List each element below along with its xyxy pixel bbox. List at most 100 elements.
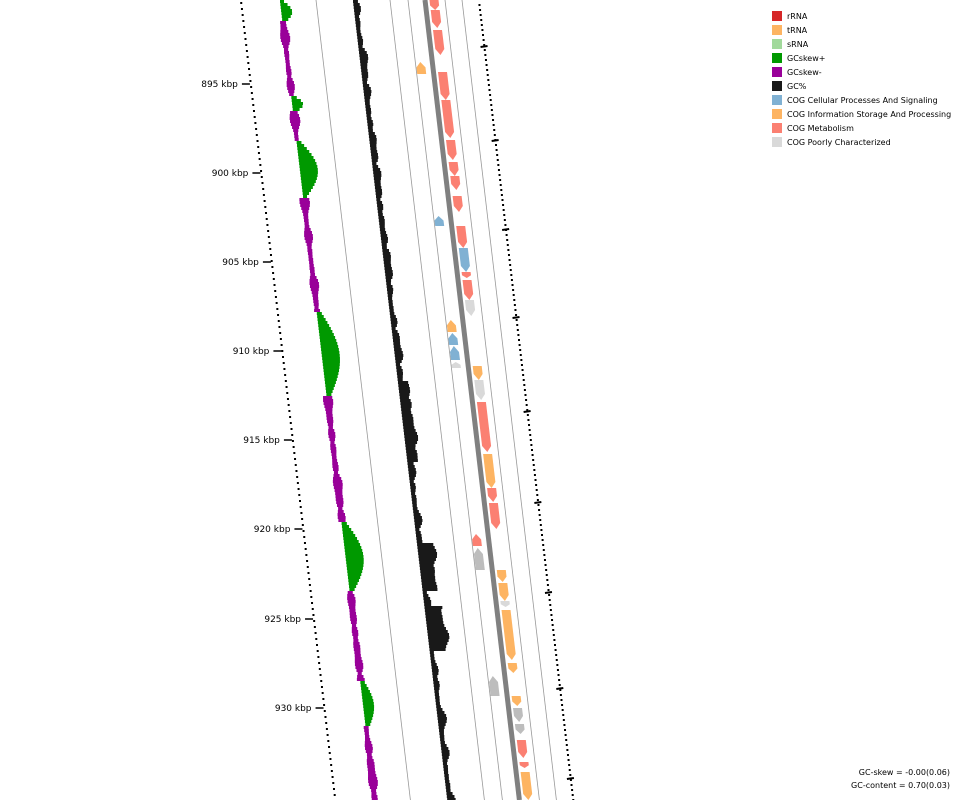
gc-content-bar (376, 201, 383, 204)
gc-skew-positive-bar (346, 561, 364, 564)
outer-tick-dot (515, 314, 518, 316)
outer-tick-dot (493, 134, 496, 136)
gc-skew-negative-bar (349, 609, 356, 612)
gc-content-bar (423, 594, 429, 597)
minor-tick-dot (274, 296, 277, 298)
outer-tick-dot (503, 214, 506, 216)
outer-tick-dot (513, 299, 516, 301)
gc-content-bar (436, 708, 443, 711)
gene-arrow (473, 548, 485, 570)
legend-swatch (772, 39, 782, 49)
minor-tick-dot (281, 350, 284, 352)
gc-content-bar (367, 120, 373, 123)
outer-tick-dot (524, 394, 527, 396)
minor-tick-dot (248, 74, 251, 76)
gene-arrow (446, 320, 457, 332)
minor-tick-dot (290, 428, 293, 430)
gc-skew-negative-bar (329, 438, 336, 441)
gc-content-bar (388, 300, 393, 303)
gc-skew-negative-bar (355, 666, 364, 669)
gc-skew-negative-bar (333, 486, 343, 489)
gene-arrow (462, 280, 474, 300)
minor-tick-dot (279, 338, 282, 340)
gc-content-bar (367, 126, 373, 129)
gc-skew-negative-bar (371, 789, 377, 792)
gc-content-bar (426, 627, 446, 630)
gc-skew-negative-bar (328, 426, 333, 429)
outer-tick-dot (499, 184, 502, 186)
gc-content-bar (445, 786, 451, 789)
gc-content-bar (433, 678, 438, 681)
gc-skew-negative-bar (366, 753, 372, 756)
gc-skew-negative-bar (364, 735, 370, 738)
gc-skew-negative-bar (338, 519, 346, 522)
legend-item: sRNA (772, 37, 951, 51)
tick-label: 905 kbp (222, 258, 259, 268)
outer-tick-dot (553, 639, 556, 641)
outer-tick-dot (486, 74, 489, 76)
gc-skew-negative-bar (368, 777, 378, 780)
gc-skew-negative-bar (280, 33, 290, 36)
gc-skew-positive-bar (344, 546, 362, 549)
outer-tick-dot (537, 504, 540, 506)
gene-arrow (451, 362, 461, 368)
gc-skew-negative-bar (290, 120, 301, 123)
backbone-line (422, 0, 522, 800)
legend-label: tRNA (787, 25, 808, 35)
minor-tick-dot (262, 194, 265, 196)
gc-content-bar (421, 579, 436, 582)
gc-skew-negative-bar (364, 732, 369, 735)
minor-tick-dot (295, 470, 298, 472)
minor-tick-dot (292, 446, 295, 448)
gc-content-bar (417, 543, 434, 546)
minor-tick-dot (240, 8, 243, 10)
gc-content-bar (379, 228, 386, 231)
outer-tick-dot (507, 254, 510, 256)
outer-major-tick (491, 139, 499, 142)
gc-content-bar (390, 315, 396, 318)
gc-skew-negative-bar (324, 405, 333, 408)
gc-skew-positive-bar (298, 156, 314, 159)
outer-tick-dot (566, 749, 569, 751)
minor-tick-dot (271, 266, 274, 268)
gene-arrow (514, 724, 525, 734)
gc-content-bar (382, 252, 391, 255)
gc-skew-negative-bar (304, 228, 311, 231)
gc-skew-positive-bar (297, 147, 307, 150)
gc-content-bar (380, 231, 387, 234)
gc-skew-negative-bar (292, 126, 300, 129)
gc-content-bar (399, 390, 411, 393)
gc-skew-negative-bar (328, 429, 335, 432)
gene-arrow (483, 454, 496, 488)
gc-skew-negative-bar (349, 615, 357, 618)
gc-skew-positive-bar (317, 318, 326, 321)
gc-skew-negative-bar (365, 747, 373, 750)
gc-content-bar (380, 234, 388, 237)
gc-content-bar (378, 216, 385, 219)
gc-content-bar (385, 273, 393, 276)
minor-tick-dot (325, 728, 328, 730)
outer-tick-dot (520, 364, 523, 366)
gc-content-bar (430, 657, 435, 660)
gc-skew-negative-bar (353, 639, 359, 642)
outer-tick-dot (550, 614, 553, 616)
gc-content-bar (363, 93, 372, 96)
gc-content-bar (399, 393, 410, 396)
minor-tick-dot (294, 458, 297, 460)
gc-skew-negative-bar (290, 123, 300, 126)
gc-content-bar (368, 135, 377, 138)
gc-skew-negative-bar (284, 51, 290, 54)
gc-skew-negative-bar (323, 402, 334, 405)
gc-skew-negative-bar (309, 285, 320, 288)
gc-skew-negative-bar (312, 297, 319, 300)
gc-skew-negative-bar (354, 660, 363, 663)
gc-content-bar (371, 153, 378, 156)
gc-skew-positive-bar (297, 150, 310, 153)
gc-content-bar (353, 0, 358, 3)
gc-skew-positive-bar (281, 12, 293, 15)
gc-content-bar (357, 39, 364, 42)
gc-skew-positive-bar (349, 585, 357, 588)
legend: rRNA tRNA sRNA GCskew+ GCskew- GC% COG Cellula… (772, 9, 951, 149)
outer-tick-dot (564, 734, 567, 736)
minor-tick-dot (306, 560, 309, 562)
